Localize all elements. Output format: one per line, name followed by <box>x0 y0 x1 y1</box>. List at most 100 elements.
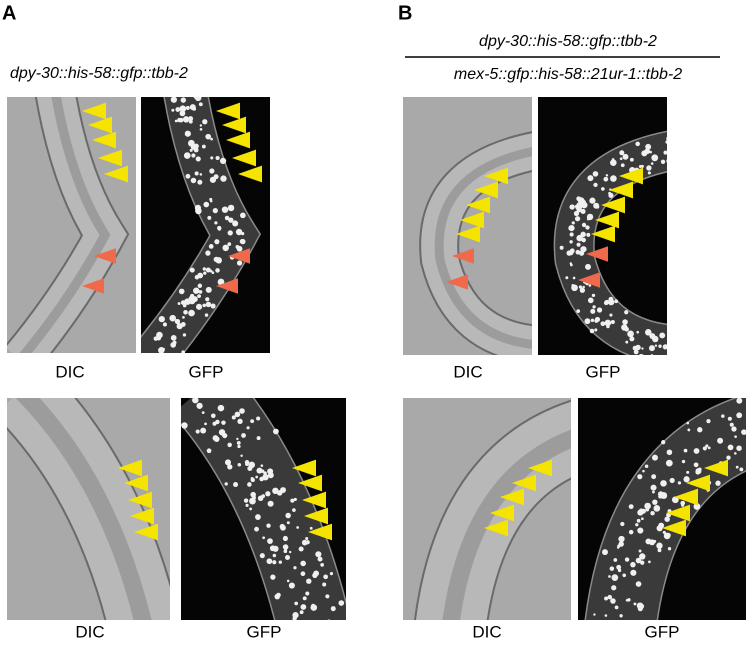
nucleus <box>173 341 177 345</box>
nucleus <box>267 468 273 474</box>
nucleus <box>220 175 226 181</box>
nucleus <box>694 448 700 454</box>
nucleus <box>676 342 680 346</box>
nucleus <box>629 504 634 509</box>
nucleus <box>283 544 289 550</box>
nucleus <box>145 364 150 369</box>
nucleus <box>202 411 205 414</box>
nucleus <box>290 499 294 503</box>
nucleus <box>200 428 206 434</box>
nucleus <box>717 438 723 444</box>
nucleus <box>602 549 608 555</box>
nucleus <box>214 239 219 244</box>
nucleus <box>659 333 665 339</box>
nucleus <box>645 144 651 150</box>
nucleus <box>222 206 228 212</box>
nucleus <box>661 440 665 444</box>
nucleus <box>184 152 191 159</box>
nucleus <box>592 305 595 308</box>
panel-title: dpy-30::his-58::gfp::tbb-2 <box>10 65 188 82</box>
nucleus <box>652 336 658 342</box>
nucleus <box>330 572 333 575</box>
panel-title: dpy-30::his-58::gfp::tbb-2 <box>479 33 657 50</box>
nucleus <box>190 104 196 110</box>
nucleus <box>698 468 702 472</box>
nucleus <box>258 496 263 501</box>
nucleus <box>619 614 622 617</box>
nucleus <box>267 558 273 564</box>
nucleus <box>651 485 657 491</box>
nucleus <box>636 581 642 587</box>
nucleus <box>262 536 265 539</box>
nucleus <box>310 630 315 635</box>
nucleus <box>663 151 667 155</box>
nucleus <box>181 322 186 327</box>
nucleus <box>245 460 250 465</box>
nucleus <box>296 635 299 638</box>
nucleus <box>239 408 245 414</box>
nucleus <box>736 398 742 404</box>
nucleus <box>697 427 702 432</box>
nucleus <box>630 562 635 567</box>
nucleus <box>255 476 258 479</box>
nucleus <box>183 310 188 315</box>
nucleus <box>639 509 643 513</box>
nucleus <box>270 545 276 551</box>
nucleus <box>279 490 282 493</box>
nucleus <box>661 160 665 164</box>
nucleus <box>302 540 308 546</box>
nucleus <box>686 471 689 474</box>
nucleus <box>292 508 296 512</box>
nucleus <box>625 341 628 344</box>
nucleus <box>687 422 690 425</box>
nucleus <box>293 566 296 569</box>
nucleus <box>305 591 309 595</box>
nucleus <box>649 345 655 351</box>
nucleus <box>186 174 191 179</box>
nucleus <box>168 89 174 95</box>
nucleus <box>233 482 238 487</box>
nucleus <box>615 606 619 610</box>
nucleus <box>183 333 186 336</box>
nucleus <box>681 504 684 507</box>
nucleus <box>595 317 600 322</box>
nucleus <box>651 154 658 161</box>
nucleus <box>327 619 331 623</box>
nucleus <box>611 320 615 324</box>
nucleus <box>216 257 222 263</box>
nucleus <box>706 419 710 423</box>
nucleus <box>287 580 290 583</box>
nucleus <box>576 203 580 207</box>
nucleus <box>666 159 670 163</box>
nucleus <box>191 153 195 157</box>
nucleus <box>216 156 220 160</box>
nucleus <box>179 289 185 295</box>
nucleus <box>325 594 329 598</box>
nucleus <box>196 429 200 433</box>
nucleus <box>601 637 607 643</box>
nucleus <box>196 156 201 161</box>
nucleus <box>734 435 737 438</box>
nucleus <box>209 244 214 249</box>
nucleus <box>205 297 209 301</box>
nucleus <box>256 468 262 474</box>
nucleus <box>209 168 214 173</box>
nucleus <box>188 310 195 317</box>
nucleus <box>154 336 158 340</box>
nucleus <box>175 107 180 112</box>
nucleus <box>666 460 673 467</box>
nucleus <box>604 300 608 304</box>
nucleus <box>240 455 242 457</box>
nucleus <box>652 491 655 494</box>
nucleus <box>672 134 678 140</box>
nucleus <box>245 504 248 507</box>
nucleus <box>323 574 328 579</box>
nucleus <box>708 446 711 449</box>
nucleus <box>600 321 605 326</box>
nucleus <box>637 527 643 533</box>
nucleus <box>247 466 252 471</box>
nucleus <box>614 299 618 303</box>
nucleus <box>585 264 591 270</box>
nucleus <box>315 551 321 557</box>
nucleus <box>190 149 193 152</box>
